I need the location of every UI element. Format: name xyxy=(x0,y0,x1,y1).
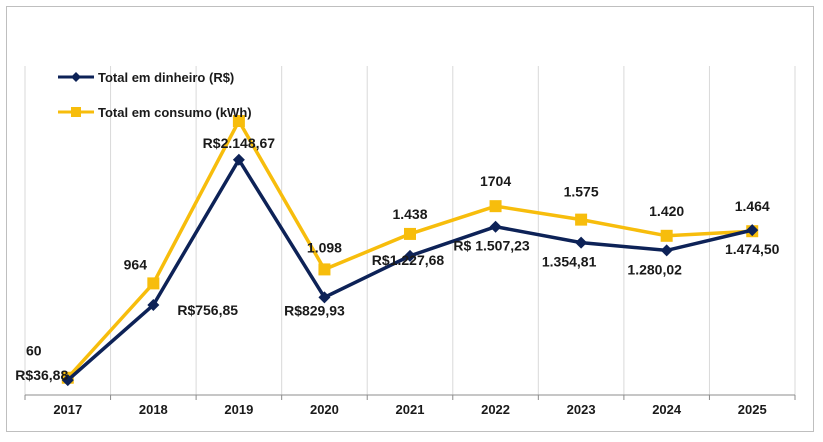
data-label: 1.354,81 xyxy=(542,254,597,270)
x-tick-label: 2017 xyxy=(53,402,82,417)
data-label: R$ 1.507,23 xyxy=(453,238,529,254)
x-tick-label: 2020 xyxy=(310,402,339,417)
data-point-dinheiro xyxy=(61,374,74,387)
data-point-consumo xyxy=(147,277,160,290)
data-label: R$829,93 xyxy=(284,302,345,318)
x-tick-label: 2023 xyxy=(567,402,596,417)
data-point-dinheiro xyxy=(746,224,759,237)
legend-label: Total em consumo (kWh) xyxy=(98,105,252,120)
data-point-consumo xyxy=(660,229,673,242)
data-label: 1.098 xyxy=(307,239,342,255)
data-label: 1.474,50 xyxy=(725,241,780,257)
data-label: 1.575 xyxy=(564,184,599,200)
x-tick-label: 2019 xyxy=(224,402,253,417)
data-label: R$1.227,68 xyxy=(372,252,445,268)
data-point-consumo xyxy=(404,227,416,240)
data-label: R$2.148,67 xyxy=(203,135,276,151)
data-point-dinheiro xyxy=(232,153,245,166)
x-tick-label: 2018 xyxy=(139,402,168,417)
x-tick-label: 2025 xyxy=(738,402,767,417)
x-tick-label: 2022 xyxy=(481,402,510,417)
data-label: R$756,85 xyxy=(177,302,238,318)
legend-label: Total em dinheiro (R$) xyxy=(98,70,234,85)
data-point-dinheiro xyxy=(318,291,331,304)
data-label: 1.280,02 xyxy=(627,261,682,277)
legend-marker-square xyxy=(71,107,81,117)
data-point-dinheiro xyxy=(575,236,588,249)
data-label: R$36,88 xyxy=(15,367,68,383)
data-label: 1.438 xyxy=(392,206,427,222)
data-point-dinheiro xyxy=(660,244,673,257)
data-label: 1.420 xyxy=(649,203,684,219)
x-tick-label: 2021 xyxy=(396,402,425,417)
data-point-dinheiro xyxy=(404,249,416,262)
data-point-consumo xyxy=(232,115,245,127)
x-tick-label: 2024 xyxy=(652,402,682,417)
chart-frame xyxy=(6,6,814,432)
data-point-consumo xyxy=(575,213,588,226)
data-point-consumo xyxy=(489,200,502,213)
data-label: 964 xyxy=(124,256,148,272)
data-label: 1704 xyxy=(480,173,511,189)
data-point-dinheiro xyxy=(147,299,160,312)
data-label: 60 xyxy=(26,343,42,359)
data-label: 1.464 xyxy=(735,198,770,214)
data-point-dinheiro xyxy=(489,220,502,233)
legend-marker-diamond xyxy=(71,72,81,82)
data-point-consumo xyxy=(318,263,331,276)
